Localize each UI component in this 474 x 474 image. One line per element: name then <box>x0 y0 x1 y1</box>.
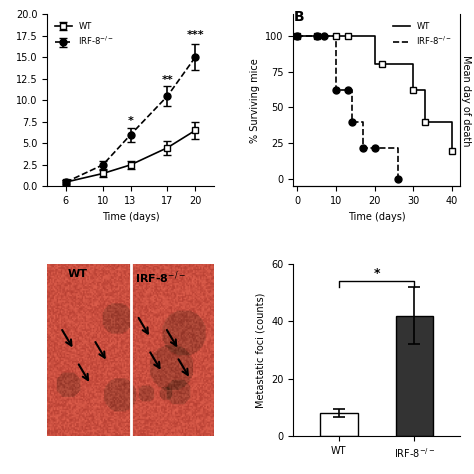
X-axis label: Time (days): Time (days) <box>102 212 159 222</box>
Legend: WT, IRF-8$^{-/-}$: WT, IRF-8$^{-/-}$ <box>52 18 118 51</box>
WT <box>449 148 455 154</box>
IRF-8$^{-/-}$ <box>321 33 327 38</box>
IRF-8$^{-/-}$ <box>395 176 401 182</box>
WT <box>422 119 428 125</box>
IRF-8$^{-/-}$ <box>349 119 355 125</box>
Text: WT: WT <box>67 269 87 279</box>
IRF-8$^{-/-}$ <box>333 87 339 93</box>
IRF-8$^{-/-}$ <box>372 145 378 151</box>
Line: IRF-8$^{-/-}$: IRF-8$^{-/-}$ <box>297 36 402 179</box>
WT <box>314 33 319 38</box>
IRF-8$^{-/-}$ <box>399 176 405 182</box>
WT <box>333 33 339 38</box>
WT <box>380 62 385 67</box>
WT <box>345 33 350 38</box>
WT <box>372 62 378 67</box>
Text: B: B <box>293 10 304 24</box>
Text: ***: *** <box>186 30 204 40</box>
IRF-8$^{-/-}$ <box>314 33 319 38</box>
Text: IRF-8$^{-/-}$: IRF-8$^{-/-}$ <box>135 269 186 286</box>
Text: *: * <box>128 116 134 126</box>
Y-axis label: Metastatic foci (counts): Metastatic foci (counts) <box>256 292 266 408</box>
Text: *: * <box>374 267 380 280</box>
Y-axis label: % Surviving mice: % Surviving mice <box>250 58 260 143</box>
Line: WT: WT <box>297 36 452 151</box>
Text: **: ** <box>162 75 173 85</box>
Bar <box>395 316 433 436</box>
Y-axis label: Mean day of death: Mean day of death <box>461 55 471 146</box>
Bar <box>320 413 358 436</box>
X-axis label: Time (days): Time (days) <box>348 212 405 222</box>
IRF-8$^{-/-}$ <box>294 33 300 38</box>
IRF-8$^{-/-}$ <box>360 145 366 151</box>
WT <box>294 33 300 38</box>
WT <box>410 87 416 93</box>
Legend: WT, IRF-8$^{-/-}$: WT, IRF-8$^{-/-}$ <box>390 18 456 51</box>
IRF-8$^{-/-}$ <box>345 87 350 93</box>
